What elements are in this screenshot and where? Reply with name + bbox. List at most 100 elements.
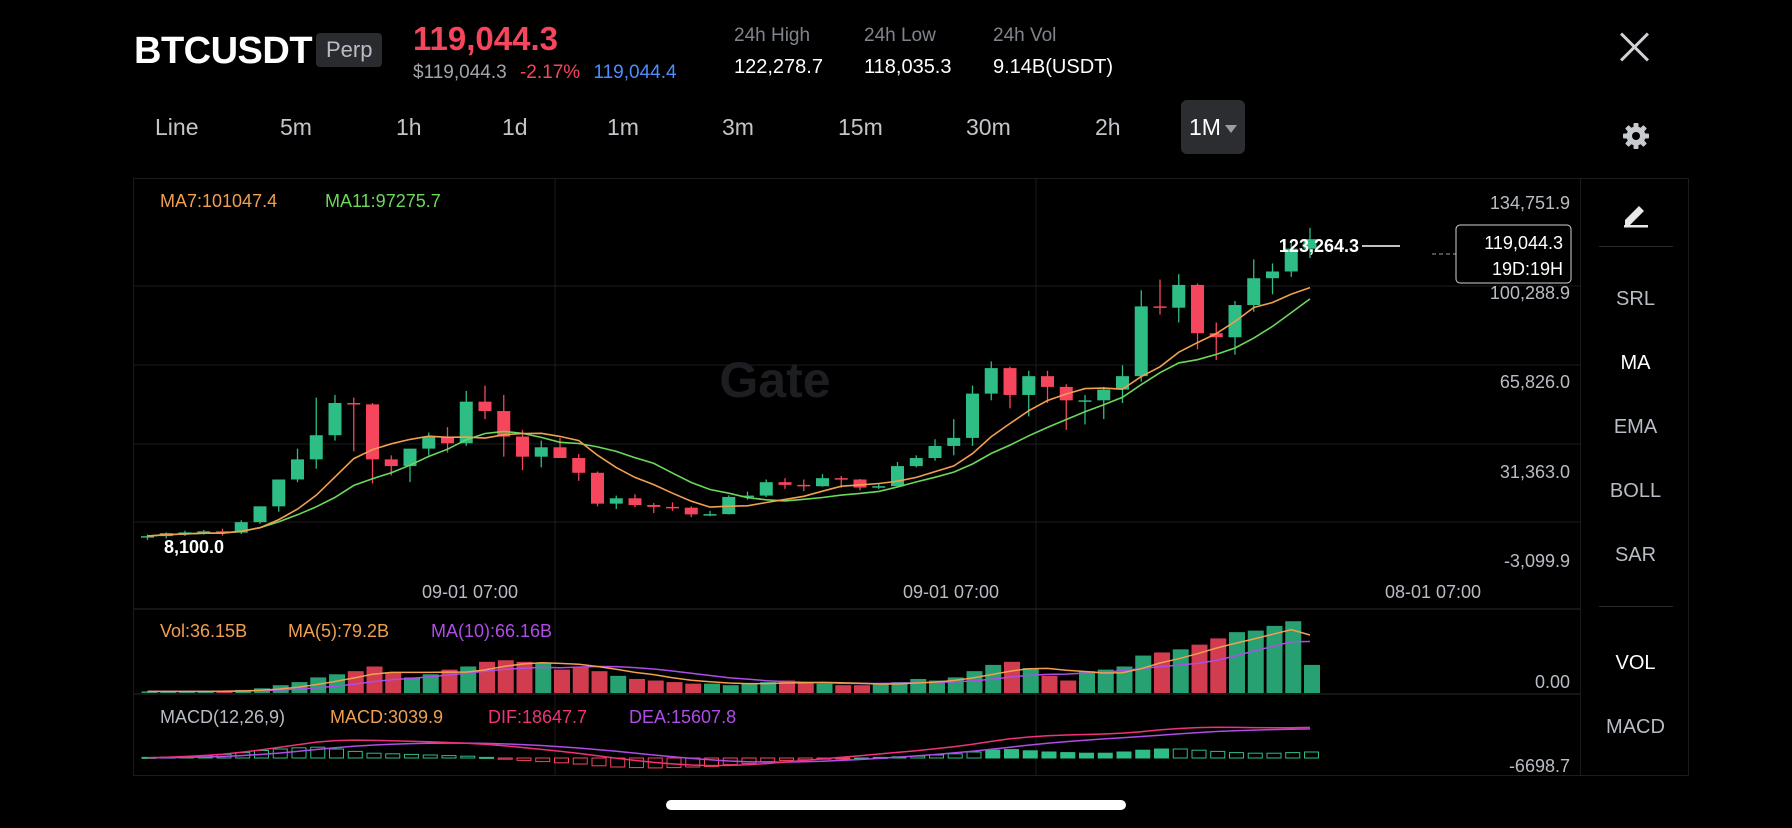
candle-34	[778, 478, 792, 489]
indicator-vol[interactable]: VOL	[1615, 652, 1656, 674]
macd-axis-label: -6698.7	[1509, 756, 1570, 775]
y-tick-4: 31,363.0	[1500, 462, 1570, 482]
indicator-macd[interactable]: MACD	[1606, 716, 1665, 738]
vol-bar-29	[685, 683, 702, 693]
indicator-boll[interactable]: BOLL	[1609, 480, 1662, 502]
candle-body-52	[1116, 376, 1129, 390]
vol-bar-16	[441, 669, 458, 693]
pencil-icon[interactable]	[1621, 198, 1651, 228]
vol-bar-44	[966, 671, 983, 693]
vol-ma10-legend: MA(10):66.16B	[431, 621, 552, 641]
ma7-line	[147, 286, 1311, 537]
tab-3m[interactable]: 3m	[722, 114, 754, 140]
vol-bar-35	[797, 682, 814, 693]
dif-legend: DIF:18647.7	[488, 707, 587, 727]
candle-body-13	[384, 459, 398, 467]
indicator-ema[interactable]: EMA	[1613, 416, 1658, 438]
macd-bar-8	[291, 747, 307, 759]
vol-bar-15	[422, 674, 439, 693]
usd-price: $119,044.3	[413, 62, 507, 83]
vol-bar-40	[891, 682, 908, 693]
macd-bar-16	[441, 755, 457, 759]
macd-bar-57	[1210, 750, 1226, 759]
last-price: 119,044.3	[413, 20, 558, 57]
price-tag-box[interactable]	[1455, 224, 1572, 284]
candle-22	[553, 437, 567, 459]
macd-bar-61	[1285, 752, 1301, 759]
tab-30m[interactable]: 30m	[966, 114, 1011, 140]
candle-51	[1097, 386, 1111, 420]
tab-line[interactable]: Line	[155, 114, 199, 140]
candle-body-7	[272, 479, 286, 507]
candle-body-39	[872, 486, 886, 488]
dif-line	[147, 726, 1311, 767]
candle-body-35	[797, 484, 811, 487]
vol-bar-25	[610, 675, 627, 693]
macd-bar-9	[310, 746, 326, 759]
macd-bar-50	[1079, 752, 1094, 759]
vol-bar-37	[835, 685, 852, 693]
macd-legend-value: MACD:3039.9	[330, 707, 443, 727]
tab-1m[interactable]: 1m	[607, 114, 639, 140]
vol-bar-39	[872, 683, 889, 693]
macd-bar-17	[460, 755, 476, 759]
candle-body-19	[497, 411, 511, 437]
chart-area[interactable]: Gate MA7:101047.4 MA11:97275.7 134,751.9…	[133, 178, 1689, 776]
candle-body-38	[853, 479, 867, 488]
macd-bar-23	[572, 757, 588, 765]
kline-chart-svg[interactable]: Gate MA7:101047.4 MA11:97275.7 134,751.9…	[134, 179, 1581, 775]
candle-body-37	[834, 478, 848, 480]
panel-divider-top	[1599, 246, 1673, 247]
tab-15m[interactable]: 15m	[838, 114, 883, 140]
vol-bar-3	[197, 691, 214, 693]
tab-2h[interactable]: 2h	[1095, 114, 1121, 140]
ma7-legend: MA7:101047.4	[160, 191, 277, 211]
indicator-srl[interactable]: SRL	[1616, 288, 1655, 310]
candle-24	[591, 471, 604, 507]
tab-5m[interactable]: 5m	[280, 114, 312, 140]
vol-bar-26	[629, 678, 645, 693]
symbol-title[interactable]: BTCUSDT	[134, 30, 313, 72]
tab-1d[interactable]: 1d	[502, 114, 528, 140]
macd-legend-name: MACD(12,26,9)	[160, 707, 285, 727]
vol-bar-47	[1022, 668, 1039, 693]
candle-59	[1247, 259, 1261, 312]
candle-60	[1266, 263, 1279, 295]
macd-bar-15	[422, 754, 438, 759]
macd-bar-58	[1229, 752, 1244, 759]
candle-43	[947, 419, 961, 456]
candle-26	[628, 494, 642, 508]
candle-body-4	[216, 531, 229, 533]
candle-42	[928, 439, 942, 461]
candle-body-28	[666, 506, 679, 509]
candle-body-59	[1247, 278, 1261, 306]
macd-bar-51	[1097, 752, 1113, 759]
y-tick-3: 65,826.0	[1500, 372, 1570, 392]
candle-4	[216, 528, 229, 536]
candle-body-53	[1134, 306, 1148, 377]
candle-body-36	[816, 478, 829, 487]
macd-bar-21	[535, 757, 551, 763]
macd-bar-48	[1041, 751, 1057, 759]
macd-bar-45	[985, 749, 1001, 759]
caret-down-icon	[1224, 124, 1237, 133]
stat-low-value: 118,035.3	[864, 56, 952, 78]
candle-body-26	[628, 498, 642, 505]
candle-48	[1041, 370, 1054, 404]
candle-12	[366, 403, 379, 484]
tab-1h[interactable]: 1h	[396, 114, 422, 140]
candle-body-45	[984, 368, 998, 394]
vol-bar-20	[516, 661, 533, 693]
tab-1M[interactable]: 1M	[1181, 100, 1245, 154]
macd-bar-20	[516, 757, 532, 761]
ma11-line	[147, 298, 1311, 537]
candle-55	[1172, 274, 1186, 323]
candle-7	[272, 479, 286, 512]
candle-27	[647, 502, 661, 514]
candle-body-55	[1172, 284, 1186, 308]
gear-icon[interactable]	[1622, 122, 1650, 150]
indicator-ma[interactable]: MA	[1620, 352, 1651, 374]
indicator-sar[interactable]: SAR	[1614, 544, 1657, 566]
macd-bar-22	[554, 757, 569, 764]
close-icon[interactable]	[1618, 30, 1652, 64]
